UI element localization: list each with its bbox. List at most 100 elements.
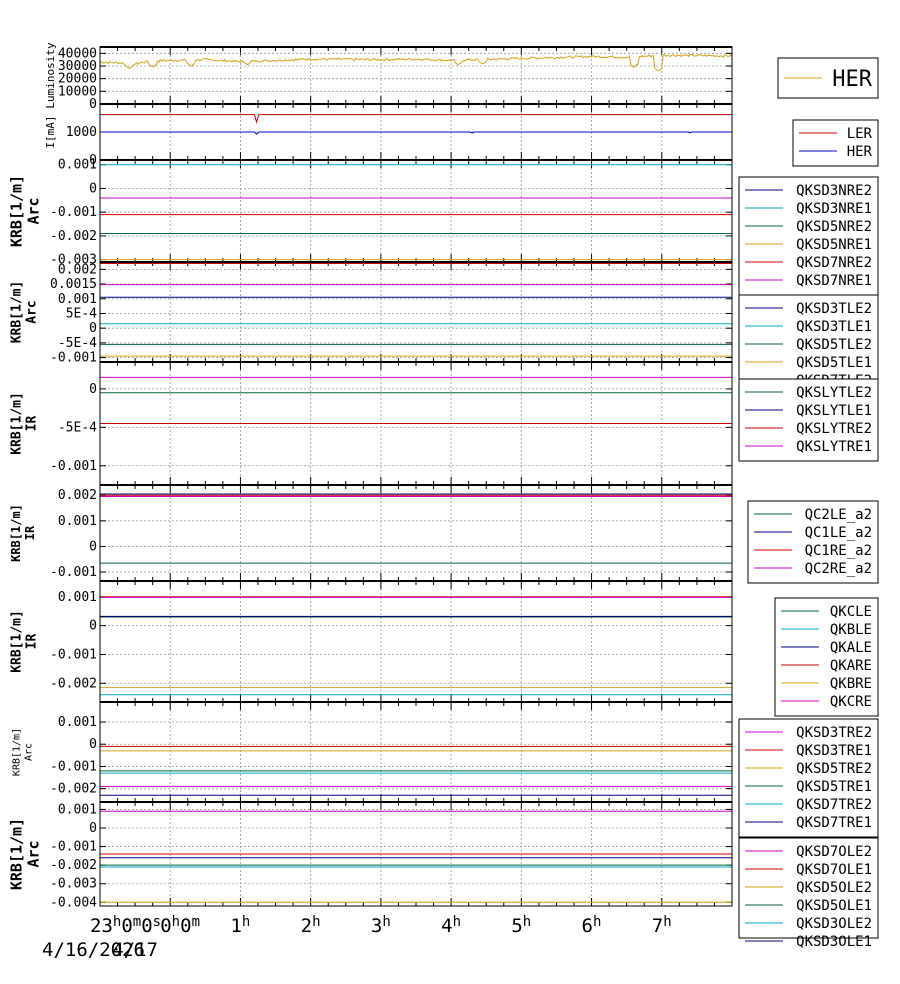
legend-label: HER <box>832 67 872 92</box>
x-tick-label: 0h0m <box>160 914 200 937</box>
series-line-her <box>100 131 732 135</box>
y-tick-label: -5E-4 <box>58 336 97 351</box>
y-axis-label: KRB[1/m] <box>12 728 23 776</box>
legend: QKSLYTLE2 QKSLYTLE1 QKSLYTRE2 QKSLYTRE1 <box>738 378 879 462</box>
y-tick-label: 0.001 <box>58 158 97 173</box>
y-tick-label: 40000 <box>58 46 97 61</box>
y-tick-label: -0.004 <box>50 895 97 910</box>
y-axis-label: Arc <box>24 743 35 761</box>
legend-label: QKSD5NRE2 <box>796 219 872 235</box>
legend-label: QKSLYTLE2 <box>796 385 872 401</box>
legend-box <box>747 500 879 584</box>
x-tick-label: 2h <box>301 914 321 937</box>
y-axis-label: KRB[1/m] <box>7 818 25 890</box>
y-tick-label: 30000 <box>58 59 97 74</box>
y-tick-label: -0.002 <box>50 858 97 873</box>
panel-frame <box>99 46 733 105</box>
y-tick-label: 0.001 <box>58 292 97 307</box>
panel-5: 0 -5E-4 -0.001 KRB[1/m] IR QKSLYTLE2 QKSLYTLE1… <box>10 361 879 486</box>
y-axis-label: KRB[1/m] <box>10 281 25 344</box>
legend-label: QC1LE_a2 <box>805 525 872 541</box>
y-tick-label: -0.001 <box>50 351 97 366</box>
y-axis-label: IR <box>23 525 37 540</box>
legend: HER <box>777 57 879 99</box>
legend-label: LER <box>847 126 873 142</box>
y-tick-label: 0 <box>89 181 97 196</box>
legend-label: QKSLYTRE2 <box>796 421 872 437</box>
y-tick-label: 0 <box>89 821 97 836</box>
y-tick-label: 0 <box>89 153 97 168</box>
y-tick-label: 0.001 <box>58 715 97 730</box>
x-tick-label: 6h <box>582 914 602 937</box>
y-tick-label: -0.002 <box>50 229 97 244</box>
y-axis-label: IR <box>25 416 40 432</box>
x-date-label: 4/17 <box>112 939 158 961</box>
panel-frame <box>99 261 733 363</box>
legend: QKCLE QKBLE QKALE QKARE QKBRE QKCRE <box>774 597 879 717</box>
y-tick-label: 0 <box>89 382 97 397</box>
x-tick-label: 4h <box>441 914 461 937</box>
legend-label: QKSD3OLE2 <box>796 916 872 932</box>
x-tick-label: 23h0m0s <box>90 914 161 937</box>
legend-box <box>738 378 879 462</box>
legend-box <box>792 119 879 167</box>
y-tick-label: -0.002 <box>50 676 97 691</box>
legend-label: QKSLYTRE1 <box>796 439 872 455</box>
legend-label: QC2RE_a2 <box>805 561 872 577</box>
y-axis-label: KRB[1/m] <box>9 504 23 562</box>
y-axis-label: I[mA] <box>44 115 57 148</box>
legend-label: QKSD3NRE1 <box>796 201 872 217</box>
y-tick-label: 5E-4 <box>66 306 97 321</box>
legend-box <box>774 597 879 717</box>
y-axis-label: Arc <box>24 197 42 224</box>
y-tick-label: -0.001 <box>50 840 97 855</box>
y-tick-label: 0 <box>89 737 97 752</box>
y-tick-label: -0.001 <box>50 647 97 662</box>
legend-label: QKSD7TRE2 <box>796 797 872 813</box>
legend-label: QKSD5TLE1 <box>796 355 872 371</box>
legend-label: HER <box>847 144 873 160</box>
legend-label: QKSD3NRE2 <box>796 183 872 199</box>
legend-label: QKSD7TRE1 <box>796 815 872 831</box>
x-tick-label: 7h <box>652 914 672 937</box>
legend-box <box>738 718 879 838</box>
y-tick-label: 20000 <box>58 72 97 87</box>
y-tick-label: -0.003 <box>50 253 97 268</box>
legend-label: QKSD5TLE2 <box>796 337 872 353</box>
y-tick-label: -5E-4 <box>58 420 97 435</box>
panel-6: 0.002 0.001 0 -0.001 KRB[1/m] IR QC2LE_a2 QC1LE… <box>9 484 879 584</box>
y-axis-label: KRB[1/m] <box>10 610 25 673</box>
legend-label: QKARE <box>830 658 872 674</box>
legend-label: QKCLE <box>830 604 872 620</box>
x-date-label: 4/16/2026 <box>42 939 145 961</box>
y-axis-label: IR <box>25 634 40 650</box>
legend-label: QKBRE <box>830 676 872 692</box>
y-tick-label: -0.001 <box>50 459 97 474</box>
legend: QKSD3NRE2 QKSD3NRE1 QKSD5NRE2 QKSD5NRE1 QKSD… <box>738 176 879 296</box>
legend-label: QC1RE_a2 <box>805 543 872 559</box>
y-tick-label: 0.0015 <box>50 277 97 292</box>
y-tick-label: -0.002 <box>50 782 97 797</box>
x-tick-label: 1h <box>230 914 250 937</box>
y-axis-label: Luminosity <box>44 42 57 109</box>
legend-label: QKSD5TRE2 <box>796 761 872 777</box>
legend-label: QKSD3OLE1 <box>796 934 872 950</box>
y-tick-label: -0.001 <box>50 205 97 220</box>
y-tick-label: 1000 <box>66 125 97 140</box>
panel-3: 0.001 0 -0.001 -0.002 -0.003 KRB[1/m] Arc QKSD3… <box>7 158 879 296</box>
y-tick-label: 0.001 <box>58 802 97 817</box>
legend: QC2LE_a2 QC1LE_a2 QC1RE_a2 QC2RE_a2 <box>747 500 879 584</box>
y-tick-label: 0 <box>89 619 97 634</box>
y-tick-label: -0.003 <box>50 877 97 892</box>
panel-2: 0 1000 I[mA] LER HER <box>44 103 879 168</box>
legend-label: QKSD5TRE1 <box>796 779 872 795</box>
series-line-ler <box>100 114 732 125</box>
legend-label: QKSD5OLE2 <box>796 880 872 896</box>
y-axis-label: KRB[1/m] <box>10 392 25 455</box>
y-tick-label: 0.002 <box>58 262 97 277</box>
